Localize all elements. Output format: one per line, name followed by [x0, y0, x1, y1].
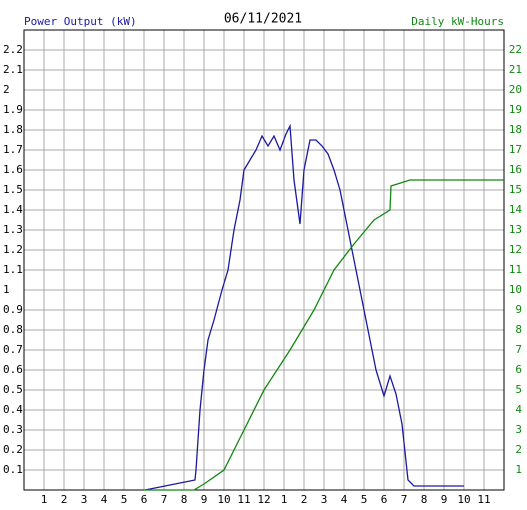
y2-tick-label: 5	[515, 383, 522, 396]
y2-tick-label: 16	[509, 163, 522, 176]
series-line	[144, 179, 504, 491]
grid	[24, 30, 504, 490]
y2-tick-label: 18	[509, 123, 522, 136]
x-tick-label: 10	[457, 493, 470, 506]
y-tick-label: 1.2	[3, 243, 23, 256]
y2-tick-label: 8	[515, 323, 522, 336]
x-tick-label: 6	[141, 493, 148, 506]
y2-tick-label: 17	[509, 143, 522, 156]
y2-tick-label: 2	[515, 443, 522, 456]
x-tick-label: 11	[237, 493, 250, 506]
y-tick-label: 0.9	[3, 303, 23, 316]
y-tick-label: 1.8	[3, 123, 23, 136]
y2-tick-label: 11	[509, 263, 522, 276]
x-tick-label: 2	[61, 493, 68, 506]
chart-title: 06/11/2021	[224, 12, 302, 27]
y2-tick-label: 20	[509, 83, 522, 96]
y2-tick-label: 3	[515, 423, 522, 436]
y2-tick-label: 22	[509, 43, 522, 56]
y-tick-label: 1.5	[3, 183, 23, 196]
y-tick-label: 2.1	[3, 63, 23, 76]
y2-tick-label: 4	[515, 403, 522, 416]
y-tick-label: 0.6	[3, 363, 23, 376]
y2-tick-label: 19	[509, 103, 522, 116]
x-tick-label: 7	[401, 493, 408, 506]
x-tick-label: 8	[421, 493, 428, 506]
y-tick-label: 1.6	[3, 163, 23, 176]
x-tick-label: 7	[161, 493, 168, 506]
y2-tick-label: 9	[515, 303, 522, 316]
y-tick-label: 1.9	[3, 103, 23, 116]
y-tick-label: 0.5	[3, 383, 23, 396]
x-tick-label: 4	[341, 493, 348, 506]
y2-tick-label: 10	[509, 283, 522, 296]
y-tick-label: 0.1	[3, 463, 23, 476]
x-tick-label: 11	[477, 493, 490, 506]
y2-tick-label: 15	[509, 183, 522, 196]
y-axis-label: Power Output (kW)	[24, 15, 137, 28]
y-tick-label: 1.1	[3, 263, 23, 276]
x-tick-label: 8	[181, 493, 188, 506]
y-tick-label: 0.8	[3, 323, 23, 336]
y-tick-label: 0.2	[3, 443, 23, 456]
y-tick-label: 2.2	[3, 43, 23, 56]
y2-tick-label: 12	[509, 243, 522, 256]
y-tick-label: 1	[3, 283, 10, 296]
x-tick-label: 9	[441, 493, 448, 506]
x-tick-label: 5	[121, 493, 128, 506]
x-tick-label: 5	[361, 493, 368, 506]
y-tick-label: 0.3	[3, 423, 23, 436]
x-tick-label: 12	[257, 493, 270, 506]
y-tick-label: 0.7	[3, 343, 23, 356]
x-tick-label: 1	[41, 493, 48, 506]
y-tick-label: 2	[3, 83, 10, 96]
x-tick-label: 9	[201, 493, 208, 506]
x-tick-label: 2	[301, 493, 308, 506]
y2-tick-label: 21	[509, 63, 522, 76]
x-tick-label: 3	[321, 493, 328, 506]
x-tick-label: 1	[281, 493, 288, 506]
x-tick-label: 3	[81, 493, 88, 506]
y2-tick-label: 14	[509, 203, 523, 216]
y-tick-label: 0.4	[3, 403, 23, 416]
y-tick-label: 1.3	[3, 223, 23, 236]
y2-tick-label: 1	[515, 463, 522, 476]
x-tick-label: 4	[101, 493, 108, 506]
x-tick-label: 10	[217, 493, 230, 506]
y2-tick-label: 7	[515, 343, 522, 356]
y2-tick-label: 13	[509, 223, 522, 236]
y2-tick-label: 6	[515, 363, 522, 376]
y2-axis-label: Daily kW-Hours	[411, 15, 504, 28]
y-tick-label: 1.4	[3, 203, 23, 216]
y-tick-label: 1.7	[3, 143, 23, 156]
x-tick-label: 6	[381, 493, 388, 506]
series-line	[144, 123, 464, 491]
plot-frame	[23, 29, 505, 491]
